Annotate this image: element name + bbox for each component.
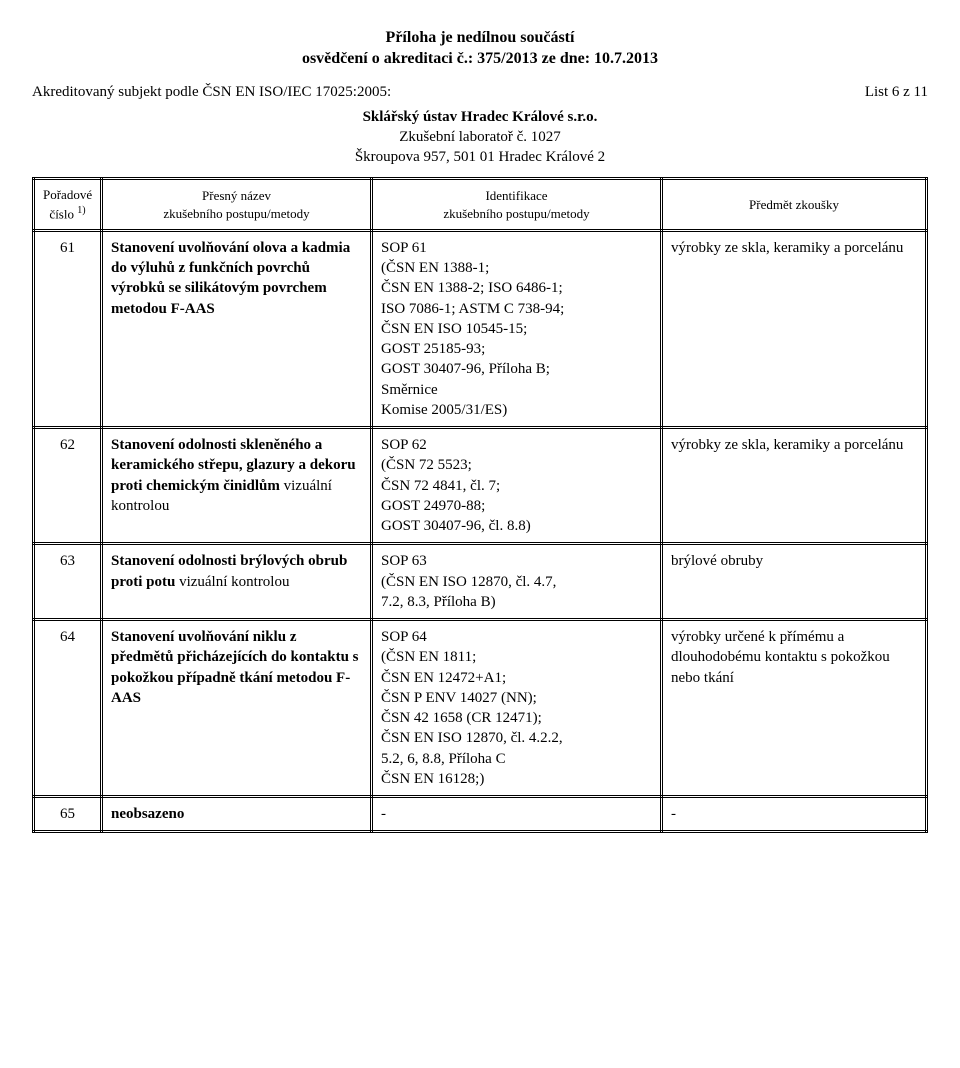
cell-ident: - (372, 797, 662, 832)
cell-name: Stanovení odolnosti skleněného a keramic… (102, 428, 372, 544)
cell-name: neobsazeno (102, 797, 372, 832)
cell-subj: - (662, 797, 927, 832)
cell-name: Stanovení uvolňování olova a kadmia do v… (102, 230, 372, 427)
table-body: 61 Stanovení uvolňování olova a kadmia d… (34, 230, 927, 832)
header-line1: Příloha je nedílnou součástí (32, 28, 928, 49)
table-row: 62 Stanovení odolnosti skleněného a kera… (34, 428, 927, 544)
cell-subj: výrobky ze skla, keramiky a porcelánu (662, 428, 927, 544)
cell-name-bold: Stanovení uvolňování niklu z předmětů př… (111, 629, 359, 706)
header-line2: osvědčení o akreditaci č.: 375/2013 ze d… (32, 49, 928, 70)
col-header-num-sup: 1) (77, 205, 85, 216)
cell-name-bold: Stanovení uvolňování olova a kadmia do v… (111, 240, 350, 317)
table-row: 64 Stanovení uvolňování niklu z předmětů… (34, 620, 927, 797)
col-header-subj: Předmět zkoušky (662, 179, 927, 230)
center-block: Sklářský ústav Hradec Králové s.r.o. Zku… (32, 107, 928, 168)
table-row: 61 Stanovení uvolňování olova a kadmia d… (34, 230, 927, 427)
cell-num: 65 (34, 797, 102, 832)
cell-num: 64 (34, 620, 102, 797)
accred-row: Akreditovaný subjekt podle ČSN EN ISO/IE… (32, 84, 928, 101)
col-header-name-l1: Přesný název (202, 188, 271, 203)
cell-ident: SOP 62(ČSN 72 5523;ČSN 72 4841, čl. 7;GO… (372, 428, 662, 544)
col-header-ident-l1: Identifikace (485, 188, 547, 203)
cell-subj: výrobky určené k přímému a dlouhodobému … (662, 620, 927, 797)
cell-num: 62 (34, 428, 102, 544)
page-label: List 6 z 11 (865, 84, 928, 101)
cell-name: Stanovení odolnosti brýlových obrub prot… (102, 544, 372, 620)
col-header-name: Přesný název zkušebního postupu/metody (102, 179, 372, 230)
col-header-num-l1: Pořadové (43, 187, 92, 202)
address: Škroupova 957, 501 01 Hradec Králové 2 (32, 147, 928, 167)
cell-name: Stanovení uvolňování niklu z předmětů př… (102, 620, 372, 797)
cell-ident: SOP 61(ČSN EN 1388-1;ČSN EN 1388-2; ISO … (372, 230, 662, 427)
col-header-ident: Identifikace zkušebního postupu/metody (372, 179, 662, 230)
table-header-row: Pořadové číslo 1) Přesný název zkušebníh… (34, 179, 927, 230)
col-header-num-l2: číslo (49, 206, 74, 221)
cell-num: 63 (34, 544, 102, 620)
table-row: 63 Stanovení odolnosti brýlových obrub p… (34, 544, 927, 620)
col-header-num: Pořadové číslo 1) (34, 179, 102, 230)
col-header-name-l2: zkušebního postupu/metody (163, 206, 309, 221)
cell-num: 61 (34, 230, 102, 427)
methods-table: Pořadové číslo 1) Přesný název zkušebníh… (32, 177, 928, 833)
cell-name-bold: neobsazeno (111, 806, 184, 822)
cell-ident: SOP 64(ČSN EN 1811; ČSN EN 12472+A1; ČSN… (372, 620, 662, 797)
cell-subj: výrobky ze skla, keramiky a porcelánu (662, 230, 927, 427)
cell-name-rest: vizuální kontrolou (179, 574, 289, 590)
header-block: Příloha je nedílnou součástí osvědčení o… (32, 28, 928, 70)
institute-name: Sklářský ústav Hradec Králové s.r.o. (32, 107, 928, 127)
col-header-ident-l2: zkušebního postupu/metody (443, 206, 589, 221)
cell-ident: SOP 63(ČSN EN ISO 12870, čl. 4.7,7.2, 8.… (372, 544, 662, 620)
accred-text: Akreditovaný subjekt podle ČSN EN ISO/IE… (32, 84, 391, 101)
lab-name: Zkušební laboratoř č. 1027 (32, 127, 928, 147)
cell-subj: brýlové obruby (662, 544, 927, 620)
col-header-subj-txt: Předmět zkoušky (749, 197, 839, 212)
table-row: 65 neobsazeno - - (34, 797, 927, 832)
